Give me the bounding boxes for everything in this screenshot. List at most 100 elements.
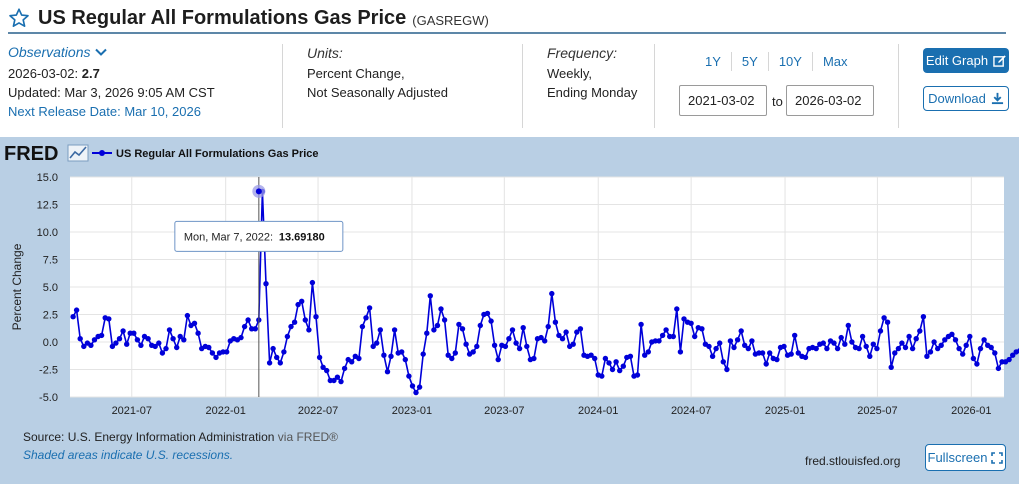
data-point[interactable] xyxy=(1010,352,1016,358)
data-point[interactable] xyxy=(334,374,341,380)
data-point[interactable] xyxy=(931,339,937,345)
data-point[interactable] xyxy=(863,343,869,350)
data-point[interactable] xyxy=(166,327,173,333)
data-point[interactable] xyxy=(977,345,984,352)
data-point[interactable] xyxy=(792,332,798,339)
data-point[interactable] xyxy=(895,345,902,352)
data-point[interactable] xyxy=(859,333,866,340)
data-point[interactable] xyxy=(502,343,509,350)
data-point[interactable] xyxy=(981,337,987,343)
data-point[interactable] xyxy=(545,323,551,330)
data-point[interactable] xyxy=(813,345,819,352)
data-point[interactable] xyxy=(470,349,476,355)
data-point[interactable] xyxy=(556,332,562,339)
data-point[interactable] xyxy=(474,343,480,350)
data-point[interactable] xyxy=(266,360,273,366)
data-point[interactable] xyxy=(677,349,684,355)
data-point[interactable] xyxy=(506,336,512,342)
data-point[interactable] xyxy=(706,343,712,350)
data-point[interactable] xyxy=(692,333,698,340)
star-icon[interactable] xyxy=(8,7,30,29)
data-point[interactable] xyxy=(681,316,687,322)
data-point[interactable] xyxy=(106,316,112,322)
data-point[interactable] xyxy=(935,345,941,352)
data-point[interactable] xyxy=(238,334,244,341)
data-point[interactable] xyxy=(291,319,298,325)
data-point[interactable] xyxy=(699,326,705,332)
data-point[interactable] xyxy=(349,359,355,365)
data-point[interactable] xyxy=(224,349,230,355)
data-point[interactable] xyxy=(727,338,734,344)
data-point[interactable] xyxy=(331,377,337,384)
data-point[interactable] xyxy=(356,355,362,362)
data-point[interactable] xyxy=(842,341,848,347)
data-point[interactable] xyxy=(638,321,644,328)
data-point[interactable] xyxy=(516,345,523,352)
data-point[interactable] xyxy=(120,328,126,334)
data-point[interactable] xyxy=(302,317,308,323)
data-point[interactable] xyxy=(967,333,973,340)
data-point[interactable] xyxy=(299,298,305,304)
data-point[interactable] xyxy=(599,373,605,379)
data-point[interactable] xyxy=(274,354,280,361)
data-point[interactable] xyxy=(656,338,662,344)
data-point[interactable] xyxy=(824,345,830,352)
data-point[interactable] xyxy=(645,349,651,355)
recession-note[interactable]: Shaded areas indicate U.S. recessions. xyxy=(23,448,234,462)
data-point[interactable] xyxy=(91,337,98,343)
data-point[interactable] xyxy=(867,353,873,359)
data-point[interactable] xyxy=(288,323,294,330)
data-point[interactable] xyxy=(420,351,426,357)
data-point[interactable] xyxy=(870,341,876,347)
data-point[interactable] xyxy=(574,329,580,335)
data-point[interactable] xyxy=(674,306,680,312)
data-point[interactable] xyxy=(413,389,419,396)
data-point[interactable] xyxy=(359,323,366,330)
data-point[interactable] xyxy=(456,321,462,328)
data-point[interactable] xyxy=(366,305,373,311)
data-point[interactable] xyxy=(559,336,566,342)
data-point[interactable] xyxy=(795,350,801,356)
data-point[interactable] xyxy=(156,340,162,346)
observations-dropdown[interactable]: Observations xyxy=(8,44,278,60)
data-point[interactable] xyxy=(717,340,723,346)
data-point[interactable] xyxy=(459,326,466,332)
range-max-button[interactable]: Max xyxy=(822,54,848,69)
data-point[interactable] xyxy=(549,290,555,297)
data-point[interactable] xyxy=(159,350,166,356)
data-point[interactable] xyxy=(542,338,548,344)
data-point[interactable] xyxy=(974,361,980,367)
data-point[interactable] xyxy=(324,367,330,374)
data-point[interactable] xyxy=(520,325,526,331)
data-point[interactable] xyxy=(774,356,780,363)
data-point[interactable] xyxy=(277,360,283,366)
data-point[interactable] xyxy=(881,315,887,321)
data-point[interactable] xyxy=(538,334,544,341)
data-point[interactable] xyxy=(488,318,494,324)
data-point[interactable] xyxy=(109,343,116,350)
data-point[interactable] xyxy=(917,328,923,334)
data-point[interactable] xyxy=(1017,348,1019,354)
data-point[interactable] xyxy=(745,345,751,352)
start-date-input[interactable] xyxy=(679,85,767,116)
data-point[interactable] xyxy=(98,332,105,339)
data-point[interactable] xyxy=(938,342,944,348)
data-point[interactable] xyxy=(767,350,773,356)
data-point[interactable] xyxy=(399,349,405,355)
data-point[interactable] xyxy=(738,328,744,334)
data-point[interactable] xyxy=(920,314,927,320)
data-point[interactable] xyxy=(195,330,201,336)
data-point[interactable] xyxy=(131,330,137,336)
data-point[interactable] xyxy=(960,351,966,357)
range-5y-button[interactable]: 5Y xyxy=(732,52,769,71)
data-point[interactable] xyxy=(213,354,219,361)
data-point[interactable] xyxy=(838,334,844,341)
data-point[interactable] xyxy=(377,327,383,333)
data-point[interactable] xyxy=(884,319,891,325)
data-point[interactable] xyxy=(170,336,176,342)
data-point[interactable] xyxy=(892,350,898,356)
data-point[interactable] xyxy=(427,293,433,299)
data-point[interactable] xyxy=(588,352,594,358)
range-1y-button[interactable]: 1Y xyxy=(695,52,732,71)
data-point[interactable] xyxy=(374,340,380,346)
